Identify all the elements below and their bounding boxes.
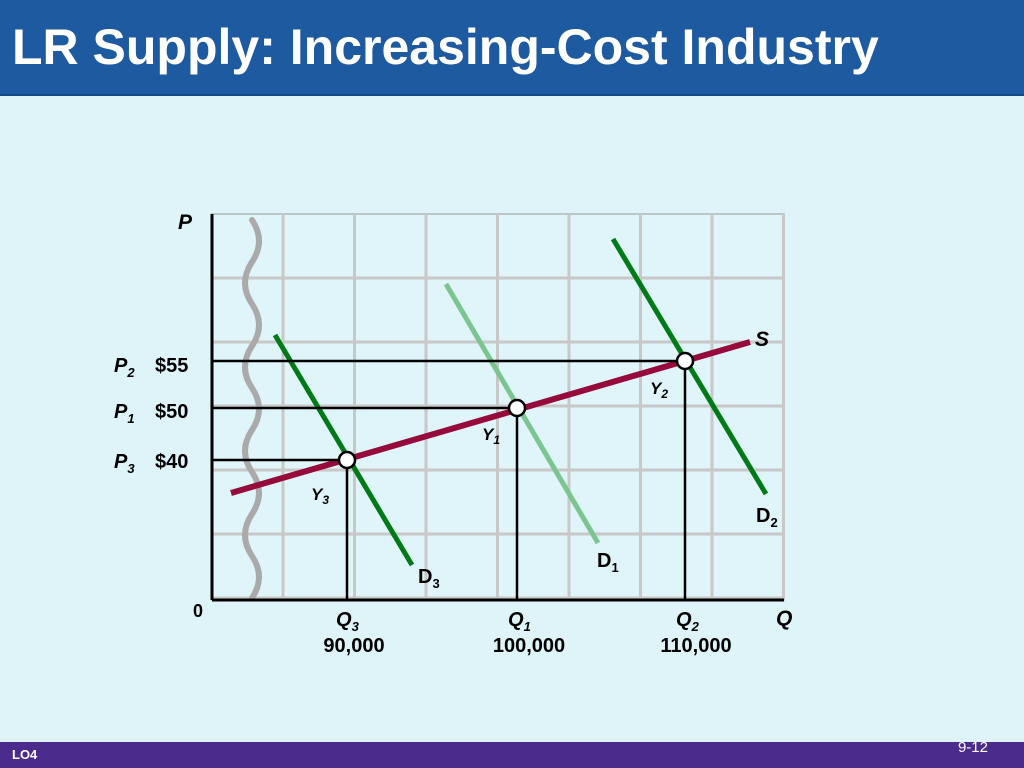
origin-label: 0 [193, 601, 203, 621]
price-label-p3: P3 [114, 451, 135, 476]
quantity-label-q3: Q3 [336, 609, 360, 634]
price-value-p1: $50 [155, 401, 188, 423]
slide-number: 9-12 [957, 739, 988, 756]
demand-label-d2: D2 [756, 505, 778, 530]
slide-title: LR Supply: Increasing-Cost Industry [12, 19, 879, 75]
equilibrium-point-y1 [507, 398, 527, 418]
demand-label-d1: D1 [597, 550, 619, 575]
demand-curve-d3 [272, 333, 415, 567]
quantity-value-q3: 90,000 [323, 635, 384, 657]
equilibrium-label-y2: Y2 [650, 379, 668, 401]
learning-objective-tag: LO4 [12, 747, 38, 762]
equilibrium-label-y3: Y3 [311, 485, 329, 507]
demand-label-d3: D3 [418, 566, 440, 591]
supply-curve [230, 339, 751, 496]
footer-bar: LO4 9-12 [0, 739, 1024, 768]
x-axis-label: Q [776, 607, 792, 630]
quantity-value-q2: 110,000 [660, 635, 731, 657]
title-bar: LR Supply: Increasing-Cost Industry [0, 0, 1024, 96]
price-label-p1: P1 [114, 401, 135, 426]
price-value-p3: $40 [155, 451, 188, 473]
quantity-label-q2: Q2 [676, 609, 700, 634]
price-label-p2: P2 [114, 355, 135, 380]
quantity-label-q1: Q1 [508, 609, 531, 634]
price-value-p2: $55 [155, 355, 188, 377]
equilibrium-point-y3 [337, 450, 357, 470]
quantity-value-q1: 100,000 [493, 635, 565, 657]
y-axis-label: P [178, 211, 193, 234]
equilibrium-point-y2 [675, 351, 695, 371]
supply-curve-label: S [755, 328, 769, 351]
equilibrium-label-y1: Y1 [482, 425, 500, 447]
guide-lines [212, 359, 687, 600]
